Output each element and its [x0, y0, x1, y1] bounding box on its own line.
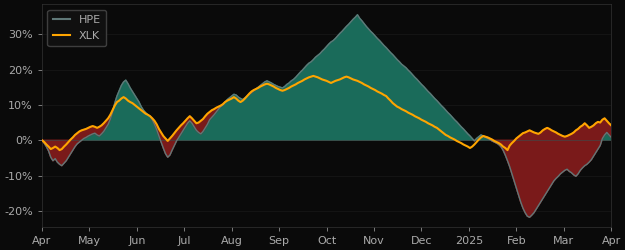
Legend: HPE, XLK: HPE, XLK — [48, 10, 106, 46]
